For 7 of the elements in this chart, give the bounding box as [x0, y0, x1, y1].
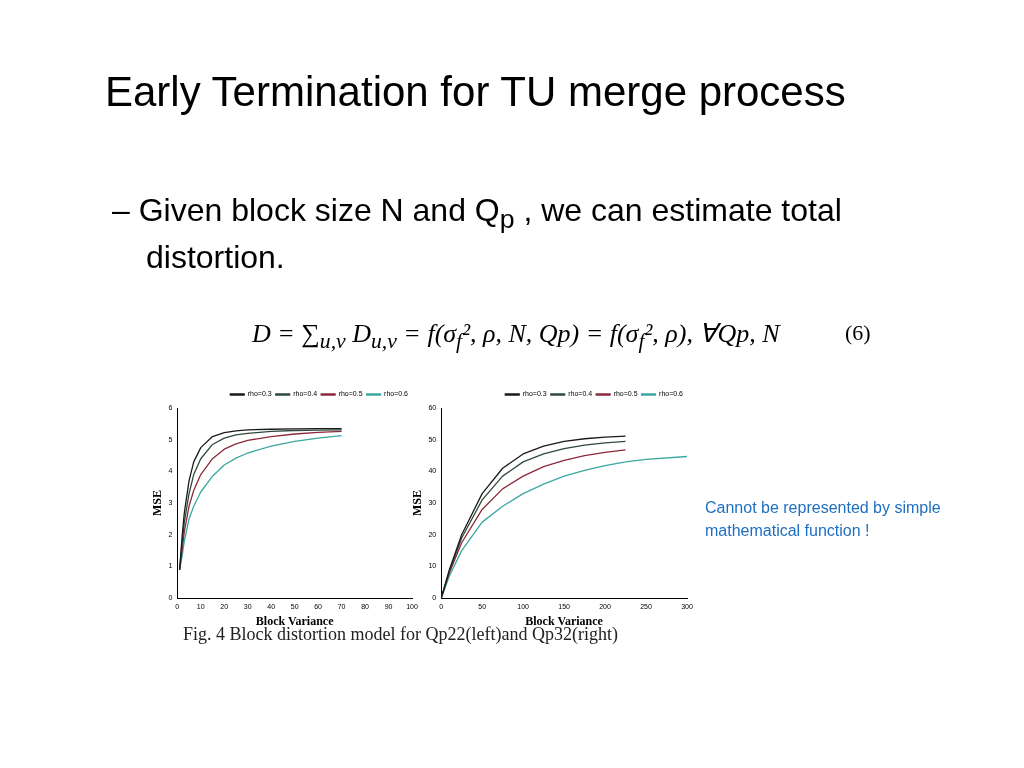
text: D = ∑$_{u,v}$ D$_{u,v}$ = f(σ$_{f}$², ρ, N, Qp) = f(σ$_{f}$², ρ), ∀Qp, N [252, 319, 780, 354]
text: Cannot be represented by simple mathematical function ! [705, 498, 942, 542]
text: (6) [845, 320, 871, 346]
text: Early Termination for TU merge process [105, 68, 846, 116]
y-axis-title: MSE [410, 490, 425, 517]
text: – Given block size N and Q$_{p}$ , we can estimate total distortion. [112, 192, 842, 276]
y-axis-title: MSE [150, 490, 165, 517]
